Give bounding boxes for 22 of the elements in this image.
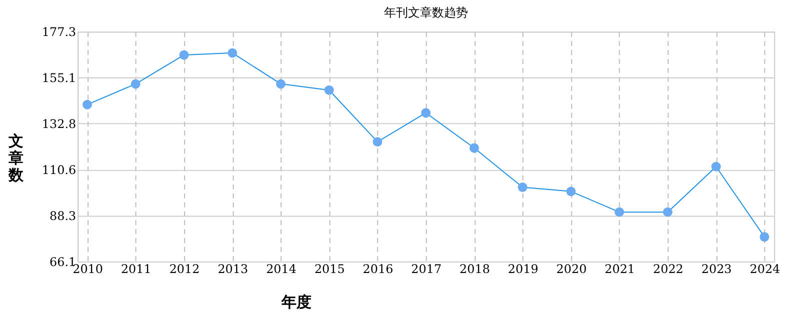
- x-tick-label: 2022: [653, 262, 684, 276]
- x-tick-label: 2015: [314, 262, 345, 276]
- x-tick-label: 2011: [120, 262, 152, 276]
- x-axis-title: 年度: [280, 293, 312, 312]
- x-tick-label: 2021: [604, 262, 636, 276]
- x-tick-label: 2013: [218, 262, 248, 276]
- x-tick-label: 2020: [556, 262, 587, 276]
- y-tick-label: 110.6: [42, 162, 76, 177]
- x-tick-label: 2018: [460, 262, 490, 276]
- y-tick-label: 155.1: [42, 70, 76, 85]
- y-tick-label: 88.3: [50, 209, 76, 224]
- x-tick-label: 2017: [411, 262, 442, 276]
- chart-title: 年刊文章数趋势: [384, 6, 468, 20]
- y-tick-label: 132.8: [42, 117, 76, 132]
- x-tick-label: 2016: [362, 262, 394, 276]
- y-tick-label: 177.3: [42, 25, 76, 40]
- x-tick-label: 2014: [266, 262, 296, 276]
- x-tick-label: 2023: [701, 262, 732, 276]
- x-tick-label: 2024: [750, 262, 780, 276]
- x-tick-label: 2019: [508, 262, 538, 276]
- y-axis-title: 文章数: [7, 132, 24, 184]
- x-tick-label: 2012: [169, 262, 200, 276]
